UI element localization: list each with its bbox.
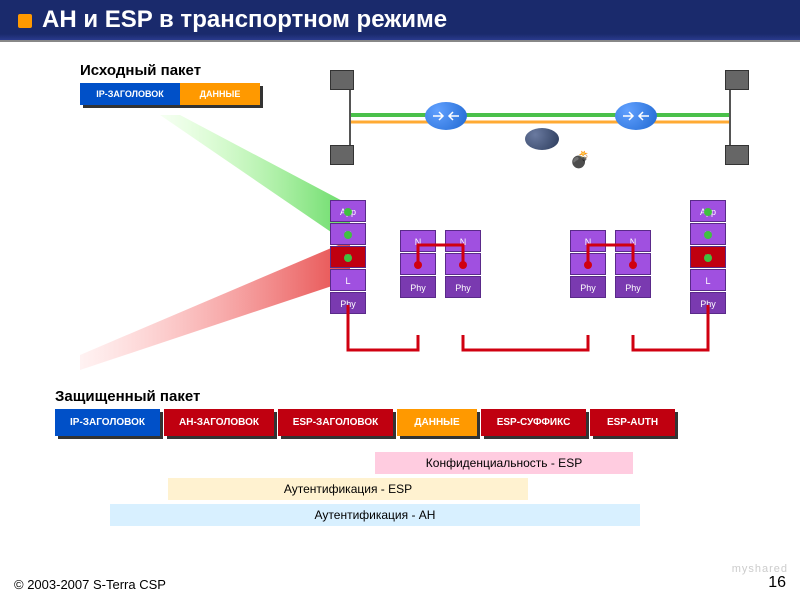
stack-connections-svg — [330, 200, 750, 360]
network-topology: 💣 — [330, 60, 760, 180]
stack-layer: App — [330, 200, 366, 222]
packet-block: ESP-ЗАГОЛОВОК — [278, 409, 393, 436]
stack-layer: N — [570, 230, 606, 252]
packet-block: ДАННЫЕ — [397, 409, 477, 436]
stack-layer: T — [330, 223, 366, 245]
protocol-stack: AppTNLPhy — [690, 200, 726, 315]
stack-layer: Phy — [330, 292, 366, 314]
globe-icon — [525, 128, 559, 150]
protocol-stack: NLPhy — [400, 230, 436, 299]
title-bullet-icon — [18, 14, 32, 28]
protocol-stack: NLPhy — [445, 230, 481, 299]
stack-layer: L — [445, 253, 481, 275]
stack-layer: N — [400, 230, 436, 252]
stack-layer: Phy — [690, 292, 726, 314]
stack-layer: Phy — [615, 276, 651, 298]
stack-layer: T — [690, 223, 726, 245]
stack-layer: L — [570, 253, 606, 275]
stack-layer: Phy — [445, 276, 481, 298]
packet-block: AH-ЗАГОЛОВОК — [164, 409, 274, 436]
protected-packet-section: Защищенный пакет IP-ЗАГОЛОВОКAH-ЗАГОЛОВО… — [55, 388, 679, 436]
stack-layer: L — [330, 269, 366, 291]
stack-layer: N — [690, 246, 726, 268]
pc-icon — [330, 70, 354, 90]
router-icon — [425, 102, 467, 130]
stack-layer: N — [330, 246, 366, 268]
protocol-stack: AppTNLPhy — [330, 200, 366, 315]
packet-block: IP-ЗАГОЛОВОК — [55, 409, 160, 436]
page-number: 16 — [768, 574, 786, 592]
packet-block: ДАННЫЕ — [180, 83, 260, 105]
stack-layer: N — [615, 230, 651, 252]
coverage-bar: Аутентификация - ESP — [168, 478, 528, 500]
coverage-bar: Конфиденциальность - ESP — [375, 452, 633, 474]
footer-copyright: © 2003-2007 S-Terra CSP — [14, 577, 166, 592]
protocol-stack: NLPhy — [570, 230, 606, 299]
coverage-bar: Аутентификация - AH — [110, 504, 640, 526]
packet-block: ESP-СУФФИКС — [481, 409, 586, 436]
slide-title: AH и ESP в транспортном режиме — [42, 6, 447, 33]
source-packet-section: Исходный пакет IP-ЗАГОЛОВОКДАННЫЕ — [80, 62, 260, 105]
packet-block: IP-ЗАГОЛОВОК — [80, 83, 180, 105]
source-packet-blocks: IP-ЗАГОЛОВОКДАННЫЕ — [80, 83, 260, 105]
stack-layer: App — [690, 200, 726, 222]
protocol-stack: NLPhy — [615, 230, 651, 299]
packet-block: ESP-AUTH — [590, 409, 675, 436]
stack-layer: Phy — [570, 276, 606, 298]
stack-layer: Phy — [400, 276, 436, 298]
topology-svg — [330, 60, 760, 180]
pc-icon — [725, 70, 749, 90]
stack-layer: L — [400, 253, 436, 275]
pc-icon — [330, 145, 354, 165]
router-icon — [615, 102, 657, 130]
stack-layer: L — [690, 269, 726, 291]
protected-packet-blocks: IP-ЗАГОЛОВОКAH-ЗАГОЛОВОКESP-ЗАГОЛОВОКДАН… — [55, 409, 679, 436]
watermark: myshared — [732, 563, 788, 575]
slide-title-bar: AH и ESP в транспортном режиме — [0, 0, 800, 42]
source-packet-label: Исходный пакет — [80, 62, 260, 79]
pc-icon — [725, 145, 749, 165]
stack-layer: N — [445, 230, 481, 252]
bomb-icon: 💣 — [570, 150, 590, 170]
protected-packet-label: Защищенный пакет — [55, 388, 679, 405]
stack-layer: L — [615, 253, 651, 275]
